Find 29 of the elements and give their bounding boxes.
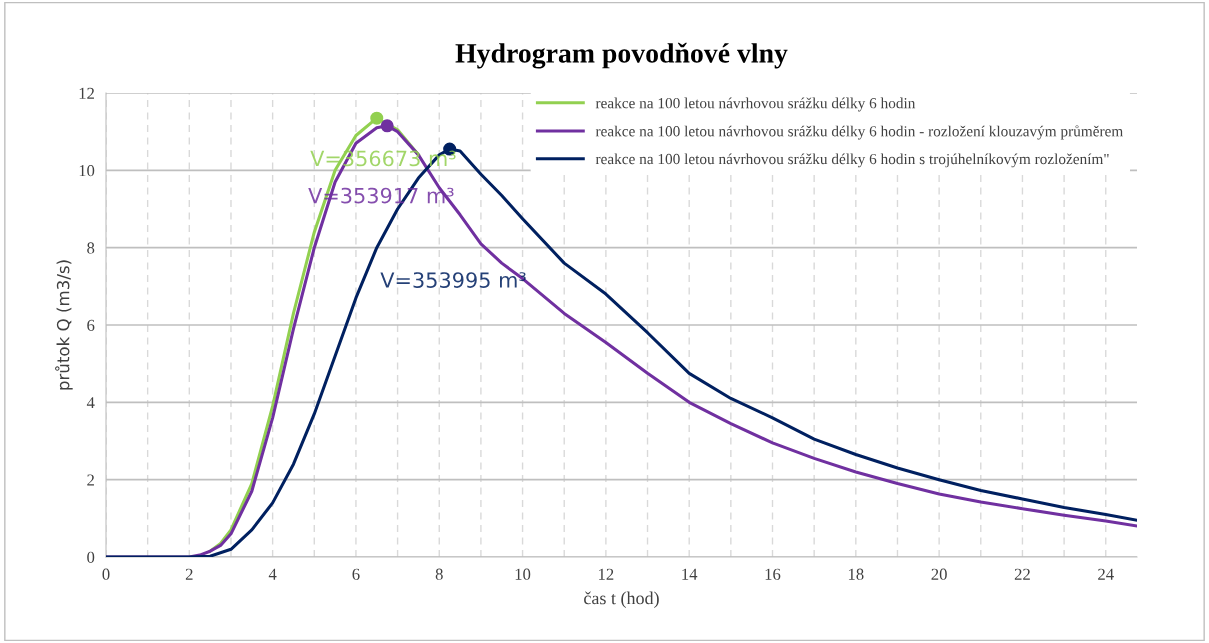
x-tick-label: 20 bbox=[931, 568, 947, 580]
y-tick-label: 6 bbox=[87, 319, 95, 331]
x-tick-label: 6 bbox=[352, 568, 360, 580]
x-tick-label: 0 bbox=[102, 568, 110, 580]
annotation: V=353995 m³ bbox=[380, 272, 526, 288]
x-tick-label: 18 bbox=[848, 568, 864, 580]
y-tick-label: 12 bbox=[79, 87, 94, 99]
legend-label: reakce na 100 letou návrhovou srážku délky 6 hodin - rozložení klouzavým průměrem bbox=[595, 125, 1123, 140]
point bbox=[370, 111, 384, 125]
x-tick-label: 2 bbox=[185, 568, 193, 580]
y-axis-title: průtok Q (m3/s) bbox=[55, 260, 73, 390]
x-tick-label: 22 bbox=[1014, 568, 1030, 580]
x-tick-label: 16 bbox=[765, 568, 781, 580]
y-tick-label: 4 bbox=[86, 397, 95, 409]
y-tick-label: 2 bbox=[87, 474, 94, 486]
x-tick-label: 14 bbox=[682, 568, 698, 580]
y-tick-label: 10 bbox=[79, 165, 95, 177]
y-tick-label: 8 bbox=[87, 242, 95, 254]
chart-title: Hydrogram povodňové vlny bbox=[455, 42, 788, 69]
x-tick-label: 8 bbox=[435, 568, 443, 580]
y-tick-label: 0 bbox=[87, 551, 95, 563]
point bbox=[380, 119, 394, 133]
legend-label: reakce na 100 letou návrhovou srážku délky 6 hodin s trojúhelníkovým rozložením" bbox=[595, 153, 1109, 168]
x-tick-label: 24 bbox=[1098, 568, 1114, 580]
x-axis-title: čas t (hod) bbox=[584, 591, 659, 608]
x-tick-label: 10 bbox=[515, 568, 531, 580]
x-tick-label: 12 bbox=[599, 568, 614, 580]
legend-label: reakce na 100 letou návrhovou srážku délky 6 hodin bbox=[595, 97, 916, 112]
x-tick-label: 4 bbox=[268, 568, 277, 580]
